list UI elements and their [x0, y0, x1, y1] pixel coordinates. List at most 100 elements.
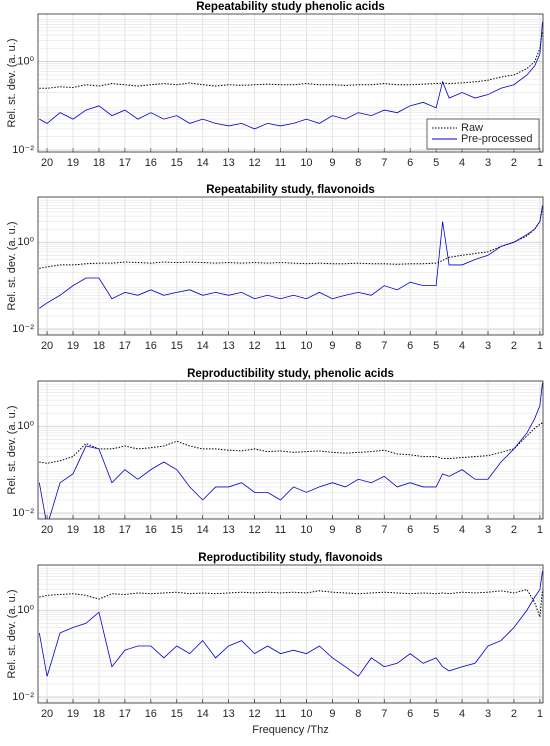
x-tick-label: 6 [407, 524, 413, 536]
series-group [39, 21, 543, 130]
series-line [39, 588, 543, 618]
x-tick-label: 8 [355, 340, 361, 352]
x-tick-label: 14 [197, 340, 209, 352]
x-tick-label: 17 [119, 708, 131, 720]
y-tick-label: 10⁰ [17, 420, 34, 432]
x-tick-label: 8 [355, 157, 361, 169]
x-tick-label: 13 [223, 340, 235, 352]
x-tick-label: 7 [381, 340, 387, 352]
x-tick-label: 1 [537, 524, 543, 536]
series-line [39, 208, 543, 269]
x-tick-label: 1 [537, 157, 543, 169]
x-tick-label: 13 [223, 708, 235, 720]
x-tick-label: 4 [459, 157, 465, 169]
x-tick-label: 17 [119, 340, 131, 352]
y-axis-label: Rel. st. dev. (a. u.) [6, 221, 18, 310]
plot-area [38, 197, 543, 335]
y-tick-label: 10⁻² [12, 323, 34, 335]
chart-title: Reproductibility study, phenolic acids [187, 368, 394, 380]
x-tick-label: 8 [355, 708, 361, 720]
series-group [38, 570, 543, 677]
x-tick-label: 5 [433, 708, 439, 720]
x-tick-label: 2 [511, 340, 517, 352]
x-tick-label: 5 [433, 157, 439, 169]
x-tick-label: 10 [300, 708, 312, 720]
x-tick-label: 10 [300, 524, 312, 536]
x-tick-label: 18 [93, 524, 105, 536]
x-tick-label: 19 [67, 708, 79, 720]
x-tick-label: 10 [300, 340, 312, 352]
x-tick-label: 12 [248, 708, 260, 720]
x-tick-label: 3 [485, 157, 491, 169]
x-tick-label: 3 [485, 524, 491, 536]
x-tick-label: 15 [171, 708, 183, 720]
x-tick-label: 19 [67, 157, 79, 169]
x-tick-label: 16 [145, 524, 157, 536]
x-tick-label: 15 [171, 340, 183, 352]
x-tick-label: 18 [93, 157, 105, 169]
x-tick-label: 20 [41, 340, 53, 352]
legend-box [426, 118, 540, 150]
x-tick-label: 13 [223, 157, 235, 169]
x-tick-label: 7 [381, 157, 387, 169]
x-tick-label: 11 [275, 524, 286, 536]
x-tick-label: 20 [41, 708, 53, 720]
series-line [39, 205, 543, 309]
x-tick-label: 14 [197, 708, 209, 720]
x-tick-label: 17 [119, 524, 131, 536]
x-tick-label: 2 [511, 157, 517, 169]
x-tick-label: 11 [275, 340, 286, 352]
x-tick-label: 18 [93, 340, 105, 352]
chart-title: Repeatability study, flavonoids [206, 184, 375, 196]
x-tick-label: 9 [329, 157, 335, 169]
legend-label: Pre-processed [461, 133, 533, 145]
plot-frame [37, 564, 544, 704]
chart-title: Repeatability study phenolic acids [196, 1, 385, 13]
series-line [39, 422, 543, 464]
x-tick-label: 6 [407, 340, 413, 352]
x-tick-label: 5 [433, 340, 439, 352]
plot-frame [37, 380, 544, 520]
x-tick-label: 13 [223, 524, 235, 536]
y-axis-label: Rel. st. dev. (a. u.) [6, 589, 18, 678]
x-tick-label: 19 [67, 524, 79, 536]
series-line [38, 570, 543, 677]
y-tick-label: 10⁻² [12, 507, 34, 519]
x-tick-label: 20 [41, 524, 53, 536]
x-tick-label: 12 [248, 157, 260, 169]
x-tick-label: 11 [275, 157, 286, 169]
x-tick-label: 6 [407, 708, 413, 720]
y-tick-label: 10⁰ [17, 236, 34, 248]
x-tick-label: 7 [381, 708, 387, 720]
x-tick-label: 12 [248, 340, 260, 352]
x-tick-label: 10 [300, 157, 312, 169]
x-tick-label: 15 [171, 157, 183, 169]
x-tick-label: 9 [329, 340, 335, 352]
plot-frame [37, 13, 544, 153]
x-tick-label: 16 [145, 157, 157, 169]
legend-label: Raw [461, 122, 483, 134]
x-tick-label: 12 [248, 524, 260, 536]
x-tick-label: 9 [329, 708, 335, 720]
x-tick-label: 5 [433, 524, 439, 536]
x-tick-label: 18 [93, 708, 105, 720]
plot-frame [37, 196, 544, 336]
x-tick-label: 2 [511, 708, 517, 720]
x-tick-label: 9 [329, 524, 335, 536]
x-tick-label: 14 [197, 157, 209, 169]
x-tick-label: 7 [381, 524, 387, 536]
y-tick-label: 10⁻² [12, 691, 34, 703]
series-group [39, 205, 543, 309]
series-line [39, 21, 543, 130]
x-tick-label: 1 [537, 708, 543, 720]
x-tick-label: 15 [171, 524, 183, 536]
x-tick-label: 14 [197, 524, 209, 536]
x-tick-label: 6 [407, 157, 413, 169]
x-tick-label: 8 [355, 524, 361, 536]
x-tick-label: 4 [459, 340, 465, 352]
x-tick-label: 4 [459, 524, 465, 536]
x-tick-label: 11 [275, 708, 286, 720]
x-tick-label: 2 [511, 524, 517, 536]
y-tick-label: 10⁻² [12, 144, 34, 156]
